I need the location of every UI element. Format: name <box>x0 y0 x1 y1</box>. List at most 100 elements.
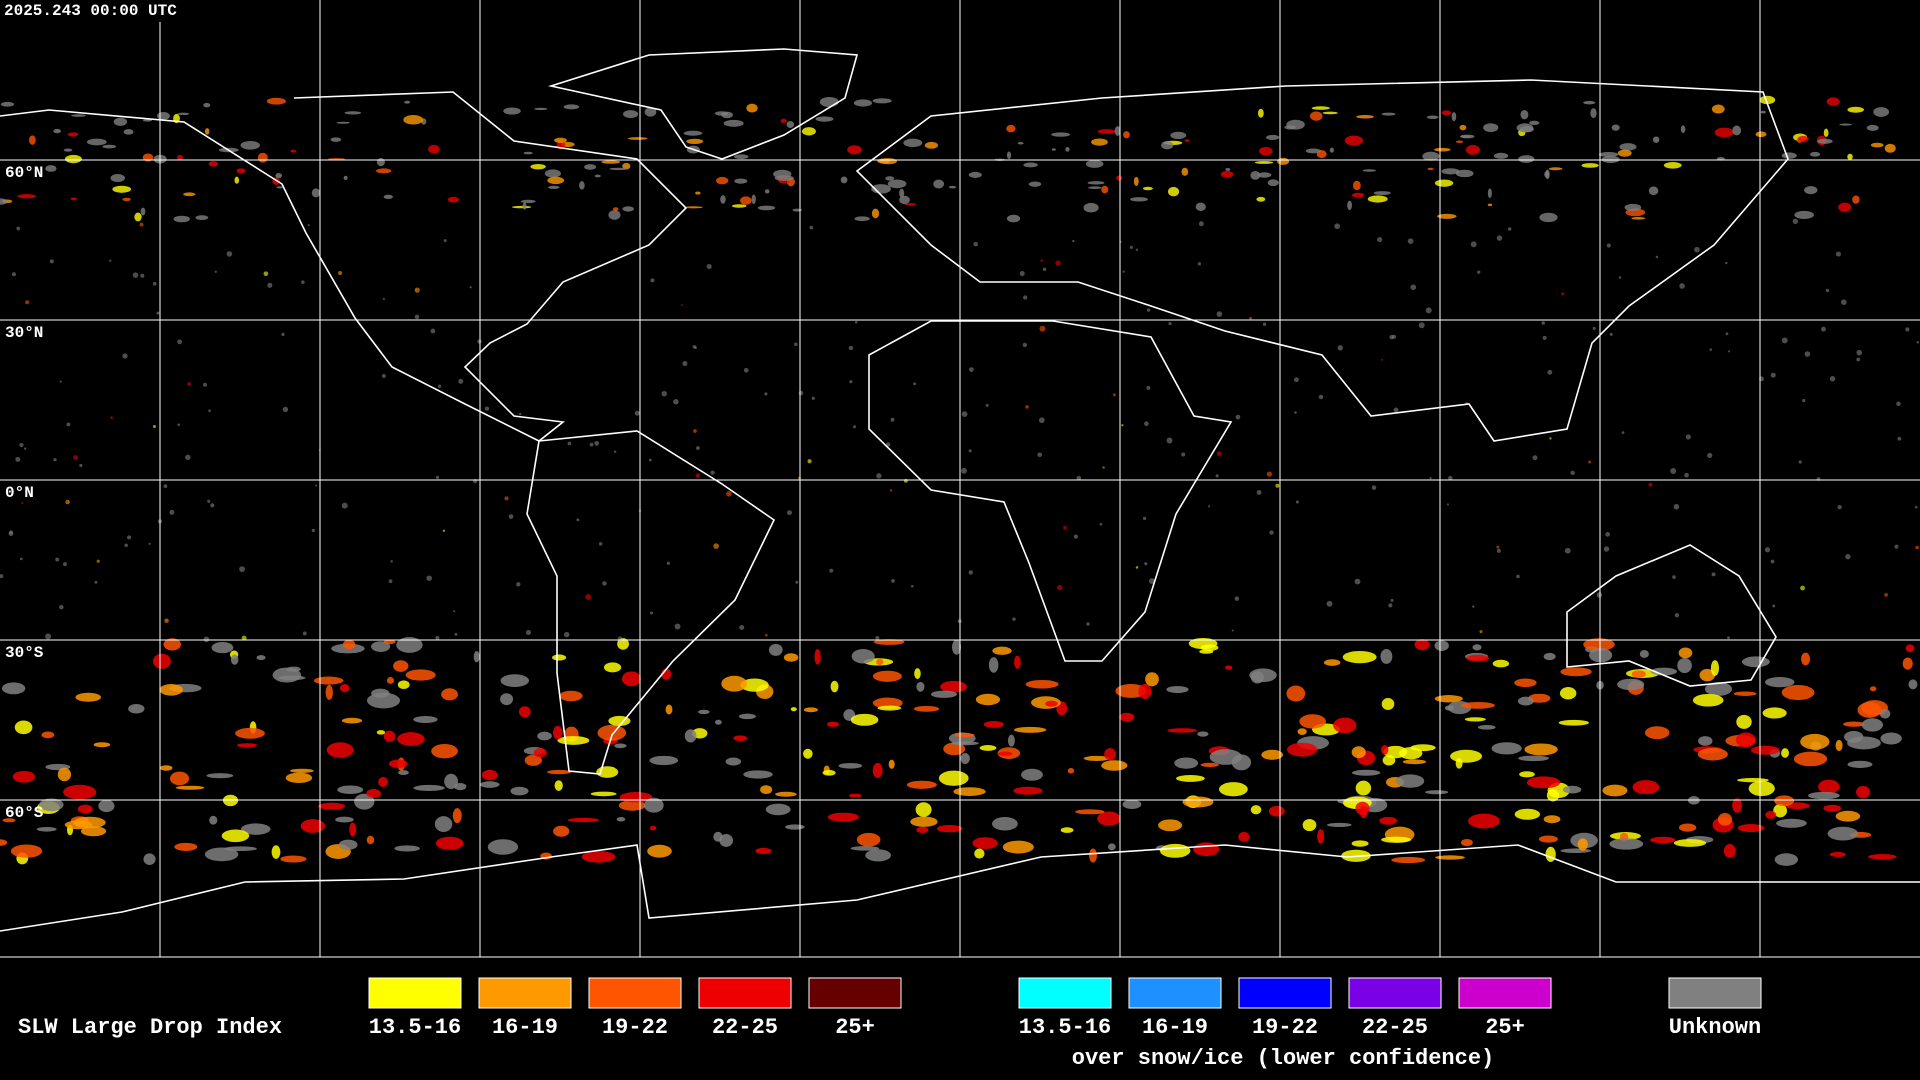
legend-label: 13.5-16 <box>1019 1015 1111 1040</box>
cloud-patch <box>544 169 561 178</box>
cloud-patch <box>516 582 521 587</box>
cloud-patch <box>1146 308 1151 312</box>
cloud-patch <box>1648 186 1659 196</box>
cloud-patch <box>613 450 617 453</box>
cloud-patch <box>740 678 769 692</box>
legend-swatch <box>1348 977 1442 1009</box>
cloud-patch <box>1733 691 1757 696</box>
cloud-patch <box>1389 334 1394 340</box>
cloud-patch <box>311 528 316 533</box>
cloud-patch <box>579 181 585 190</box>
cloud-patch <box>616 817 626 822</box>
cloud-patch <box>177 339 182 345</box>
cloud-patch <box>913 705 940 712</box>
cloud-patch <box>875 635 880 641</box>
cloud-patch <box>525 629 532 636</box>
cloud-patch <box>1145 672 1159 687</box>
cloud-patch <box>1897 436 1902 441</box>
cloud-patch <box>1631 670 1646 678</box>
cloud-patch <box>140 273 145 278</box>
cloud-patch <box>871 208 880 219</box>
cloud-patch <box>241 635 247 641</box>
cloud-patch <box>1755 131 1767 138</box>
cloud-patch <box>1663 162 1682 169</box>
cloud-patch <box>1216 451 1222 456</box>
cloud-patch <box>434 816 453 832</box>
cloud-patch <box>720 195 726 204</box>
cloud-patch <box>1727 636 1730 640</box>
cloud-patch <box>397 732 425 746</box>
cloud-patch <box>1460 134 1475 139</box>
cloud-patch <box>204 847 239 862</box>
cloud-patch <box>1674 613 1680 618</box>
cloud-patch <box>1167 186 1180 197</box>
cloud-patch <box>1055 260 1061 266</box>
cloud-patch <box>1388 603 1393 608</box>
cloud-patch <box>1678 647 1693 659</box>
cloud-patch <box>830 680 839 693</box>
cloud-patch <box>1592 326 1596 330</box>
cloud-patch <box>612 207 619 211</box>
cloud-patch <box>1873 107 1890 117</box>
cloud-patch <box>1804 351 1811 357</box>
cloud-patch <box>961 467 967 474</box>
cloud-patch <box>567 817 600 823</box>
cloud-patch <box>1007 734 1015 747</box>
cloud-patch <box>1354 578 1361 585</box>
cloud-patch <box>1119 712 1135 722</box>
cloud-patch <box>271 845 281 859</box>
cloud-patch <box>1818 779 1840 794</box>
cloud-patch <box>876 658 884 666</box>
cloud-patch <box>473 651 480 663</box>
cloud-patch <box>311 188 321 198</box>
cloud-patch <box>124 543 128 548</box>
cloud-patch <box>734 178 748 184</box>
cloud-patch <box>431 743 458 759</box>
cloud-patch <box>856 832 881 847</box>
cloud-patch <box>913 382 917 386</box>
cloud-patch <box>1072 239 1075 243</box>
cloud-patch <box>23 447 27 450</box>
cloud-patch <box>484 406 490 411</box>
cloud-patch <box>1800 585 1805 591</box>
cloud-patch <box>1225 167 1231 171</box>
cloud-patch <box>214 270 217 273</box>
cloud-patch <box>1526 776 1561 789</box>
cloud-patch <box>1650 667 1678 676</box>
cloud-patch <box>1539 212 1558 223</box>
cloud-patch <box>134 212 142 222</box>
cloud-patch <box>1514 678 1537 688</box>
cloud-patch <box>1583 100 1596 105</box>
cloud-patch <box>1088 186 1102 190</box>
cloud-patch <box>1037 452 1043 458</box>
cloud-patch <box>1609 838 1644 850</box>
cloud-patch <box>9 530 13 535</box>
cloud-patch <box>1590 108 1597 119</box>
cloud-patch <box>1249 316 1252 320</box>
cloud-patch <box>1101 185 1109 194</box>
cloud-patch <box>518 706 531 718</box>
cloud-patch <box>1564 547 1571 554</box>
cloud-patch <box>1797 135 1809 143</box>
cloud-patch <box>609 167 629 171</box>
cloud-patch <box>1609 332 1613 336</box>
cloud-patch <box>326 742 354 758</box>
cloud-patch <box>441 688 458 701</box>
cloud-patch <box>1238 831 1250 842</box>
cloud-patch <box>428 144 440 154</box>
cloud-patch <box>1519 126 1534 133</box>
cloud-patch <box>511 205 532 209</box>
cloud-patch <box>1516 574 1520 579</box>
eurasia <box>855 79 1789 442</box>
cloud-patch <box>1847 760 1873 768</box>
cloud-patch <box>1176 775 1205 782</box>
cloud-patch <box>1326 822 1352 828</box>
cloud-patch <box>1673 503 1680 510</box>
cloud-patch <box>1598 152 1619 158</box>
cloud-patch <box>1479 630 1483 634</box>
cloud-patch <box>1051 132 1071 137</box>
cloud-patch <box>1794 210 1814 220</box>
cloud-patch <box>1287 742 1318 757</box>
cloud-patch <box>1879 708 1891 719</box>
